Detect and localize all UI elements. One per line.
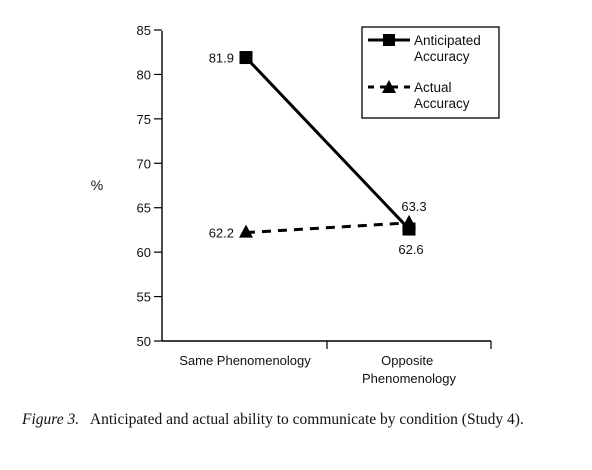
y-tick-label: 80 <box>137 67 151 82</box>
legend-label-anticipated-line1: Anticipated <box>414 33 481 48</box>
actual-marker-same <box>239 224 253 238</box>
x-category-label-opposite-line2: Phenomenology <box>362 371 456 386</box>
legend-swatch-anticipated-marker <box>383 34 395 46</box>
legend-label-actual-line2: Accuracy <box>414 96 470 111</box>
y-tick-label: 85 <box>137 23 151 38</box>
legend-label-actual: Actual Accuracy <box>414 80 470 111</box>
x-axis-ticks <box>326 341 492 349</box>
x-category-label-opposite: Opposite Phenomenology <box>362 353 456 386</box>
y-axis-label: % <box>91 177 103 193</box>
y-tick-label: 55 <box>137 290 151 305</box>
y-tick-label: 65 <box>137 201 151 216</box>
x-category-label-opposite-line1: Opposite <box>381 353 433 368</box>
y-axis-ticks: 85 80 75 70 65 60 55 50 <box>137 23 162 349</box>
data-label-actual-opposite: 63.3 <box>401 199 426 214</box>
data-label-actual-same: 62.2 <box>209 226 234 241</box>
legend-label-actual-line1: Actual <box>414 80 452 95</box>
y-tick-label: 60 <box>137 245 151 260</box>
x-category-label-same-line1: Same Phenomenology <box>179 353 311 368</box>
legend-label-anticipated: Anticipated Accuracy <box>414 33 485 64</box>
legend-label-anticipated-line2: Accuracy <box>414 49 470 64</box>
y-tick-label: 70 <box>137 156 151 171</box>
actual-marker-opposite <box>402 214 416 228</box>
legend: Anticipated Accuracy Actual Accuracy <box>361 26 500 119</box>
series-line-anticipated-accuracy <box>244 56 411 231</box>
y-tick-label: 50 <box>137 334 151 349</box>
series-line-actual-accuracy <box>245 221 410 235</box>
x-category-label-same: Same Phenomenology <box>179 353 311 368</box>
legend-swatch-actual-marker <box>382 80 396 93</box>
figure-caption: Figure 3. Anticipated and actual ability… <box>22 409 574 430</box>
data-label-anticipated-opposite: 62.6 <box>398 242 423 257</box>
caption-label: Figure 3. <box>22 411 80 428</box>
caption-text: Anticipated and actual ability to commun… <box>89 411 524 428</box>
anticipated-marker-same <box>239 51 253 65</box>
y-tick-label: 75 <box>137 112 151 127</box>
data-label-anticipated-same: 81.9 <box>209 51 234 66</box>
